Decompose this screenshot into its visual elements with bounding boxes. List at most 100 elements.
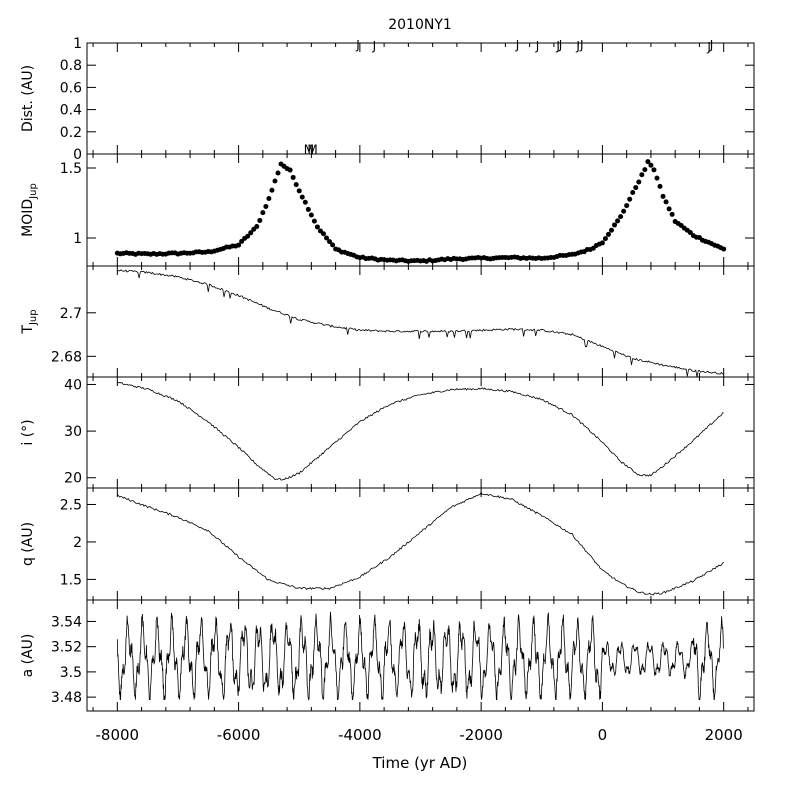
y-tick-label: 3.54 — [51, 614, 82, 630]
y-tick-label: 0.8 — [60, 58, 82, 74]
moid-data-point — [302, 199, 308, 205]
moid-data-point — [660, 193, 666, 199]
x-axis-label: Time (yr AD) — [372, 754, 468, 772]
encounter-marker: J — [575, 39, 580, 53]
moid-data-point — [639, 172, 645, 178]
y-axis-label: Dist. (AU) — [20, 65, 36, 132]
x-tick-label: -6000 — [217, 726, 261, 744]
x-tick-label: -8000 — [96, 726, 140, 744]
moid-data-point — [308, 212, 314, 218]
moid-data-point — [627, 196, 633, 202]
y-axis-label: MOIDJup — [20, 183, 39, 237]
y-axis-label: q (AU) — [20, 522, 36, 566]
y-tick-label: 3.48 — [51, 690, 82, 706]
moid-data-point — [633, 185, 639, 191]
moid-data-point — [636, 179, 642, 185]
y-tick-label: 3.52 — [51, 640, 82, 656]
moid-data-point — [657, 183, 663, 189]
moid-data-point — [621, 208, 627, 214]
y-tick-label: 1.5 — [60, 572, 82, 588]
panel-inclination: 20 30 40 i (°) — [20, 376, 755, 489]
moid-data-point — [630, 189, 636, 195]
panel-frame — [86, 42, 755, 155]
moid-data-point — [263, 203, 269, 209]
moid-data-point — [287, 167, 293, 173]
moid-data-point — [624, 203, 630, 209]
moid-data-point — [314, 224, 320, 230]
moid-data-point — [666, 206, 672, 212]
series-line — [116, 611, 724, 701]
y-tick-label: 3.5 — [60, 665, 82, 681]
chart-title: 2010NY1 — [388, 17, 452, 33]
moid-data-point — [612, 222, 618, 228]
moid-data-point — [266, 195, 272, 201]
y-axis-label: i (°) — [20, 419, 36, 445]
moid-data-point — [299, 194, 305, 200]
encounter-marker: J — [558, 38, 563, 52]
encounter-marker: J — [579, 38, 584, 52]
encounter-marker: J — [372, 39, 377, 53]
moid-data-point — [275, 170, 281, 176]
moid-data-point — [311, 218, 317, 224]
moid-data-point — [290, 174, 296, 180]
x-tick-label: -4000 — [338, 726, 382, 744]
y-tick-label: 0.4 — [60, 103, 82, 119]
encounter-marker: J — [515, 38, 520, 52]
panel-frame — [86, 487, 755, 601]
y-axis-label: TJup — [20, 309, 39, 334]
series-line — [117, 381, 724, 481]
moid-data-point — [305, 206, 311, 212]
series-line — [117, 269, 724, 378]
y-tick-label: 2.5 — [60, 497, 82, 513]
moid-data-point — [609, 227, 615, 233]
moid-data-point — [651, 167, 657, 173]
series-line — [117, 491, 724, 596]
moid-data-point — [324, 235, 330, 241]
y-tick-label: 20 — [64, 471, 82, 487]
moid-data-point — [257, 217, 263, 223]
y-tick-label: 2.68 — [51, 349, 82, 365]
moid-data-point — [654, 175, 660, 181]
moid-data-point — [245, 233, 251, 239]
moid-data-point — [327, 239, 333, 245]
moid-data-point — [599, 240, 605, 246]
moid-data-point — [615, 218, 621, 224]
panel-semi-major-axis: 3.48 3.5 3.52 3.54 a (AU) — [20, 599, 755, 712]
y-axis-label-subscript: Jup — [28, 309, 39, 326]
moid-data-point — [330, 242, 336, 248]
x-tick-label: 2000 — [705, 726, 743, 744]
encounter-marker: M — [304, 142, 314, 156]
moid-data-point — [320, 231, 326, 237]
moid-data-point — [293, 182, 299, 188]
y-tick-label: 1.5 — [60, 161, 82, 177]
moid-data-point — [269, 187, 275, 193]
moid-data-point — [272, 178, 278, 184]
x-tick-label: -2000 — [459, 726, 503, 744]
y-axis-label-subscript: Jup — [28, 183, 39, 200]
moid-data-point — [296, 188, 302, 194]
moid-data-point — [663, 199, 669, 205]
moid-data-point — [648, 162, 654, 168]
y-tick-label: 40 — [64, 377, 82, 393]
panel-perihelion: 1.5 2 2.5 q (AU) — [20, 487, 755, 601]
moid-data-point — [260, 210, 266, 216]
x-axis: -8000 -6000 -4000 -2000 0 2000 — [96, 726, 743, 744]
encounter-marker: J — [555, 39, 560, 53]
moid-data-point — [602, 236, 608, 242]
moid-data-point — [236, 242, 242, 248]
panel-frame — [86, 376, 755, 489]
panel-tisserand: 2.68 2.7 TJup — [20, 265, 755, 378]
y-tick-label: 1 — [73, 36, 82, 52]
y-tick-label: 0.6 — [60, 80, 82, 96]
moid-data-point — [605, 231, 611, 237]
panel-moid: 1 1.5 MOIDJup — [20, 153, 755, 267]
encounter-marker: J — [535, 39, 540, 53]
moid-data-point — [248, 230, 254, 236]
moid-data-point — [669, 211, 675, 217]
x-tick-label: 0 — [598, 726, 608, 744]
y-tick-label: 2 — [73, 535, 82, 551]
moid-data-point — [721, 246, 727, 252]
encounter-marker: J — [706, 40, 711, 54]
